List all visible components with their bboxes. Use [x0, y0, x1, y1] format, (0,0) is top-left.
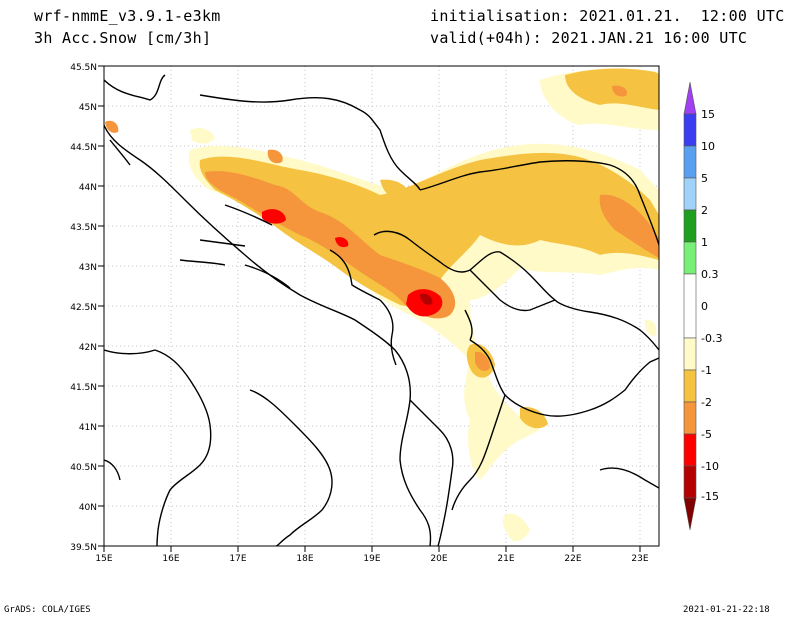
- field-title: 3h Acc.Snow [cm/3h]: [34, 29, 212, 47]
- lon-label: 20E: [430, 554, 447, 564]
- legend-label: 0: [701, 300, 708, 313]
- legend-colorbar: [683, 81, 697, 531]
- lon-label: 22E: [564, 554, 581, 564]
- lat-label: 44N: [79, 183, 97, 193]
- legend-top-arrow: [683, 81, 697, 115]
- legend-swatch: [683, 113, 697, 147]
- lon-label: 18E: [296, 554, 313, 564]
- coastlines-borders: [104, 74, 659, 546]
- legend-label: -5: [701, 428, 712, 441]
- legend-label: -15: [701, 490, 719, 503]
- lon-label: 19E: [363, 554, 380, 564]
- legend-label: -2: [701, 396, 712, 409]
- lon-label: 15E: [95, 554, 112, 564]
- lat-label: 43.5N: [70, 223, 97, 233]
- lat-label: 42N: [79, 343, 97, 353]
- legend-label: 1: [701, 236, 708, 249]
- legend-swatch: [683, 337, 697, 371]
- legend-swatch: [683, 145, 697, 179]
- lat-label: 39.5N: [70, 543, 97, 553]
- legend-swatch: [683, 177, 697, 211]
- init-time: initialisation: 2021.01.21. 12:00 UTC: [430, 7, 785, 25]
- lon-label: 17E: [229, 554, 246, 564]
- map-grid: [104, 66, 659, 546]
- lat-label: 45.5N: [70, 63, 97, 73]
- legend-swatch: [683, 401, 697, 435]
- legend-labels: 15 10 5 2 1 0.3 0 -0.3 -1 -2 -5 -10 -15: [701, 108, 722, 503]
- legend-label: 0.3: [701, 268, 719, 281]
- legend-swatch: [683, 465, 697, 499]
- map-frame: [103, 65, 660, 547]
- legend-label: -1: [701, 364, 712, 377]
- lon-label: 16E: [162, 554, 179, 564]
- lat-label: 40N: [79, 503, 97, 513]
- valid-time: valid(+04h): 2021.JAN.21 16:00 UTC: [430, 29, 748, 47]
- legend-swatch: [683, 241, 697, 275]
- legend-label: 10: [701, 140, 715, 153]
- legend-label: 5: [701, 172, 708, 185]
- legend-swatch: [683, 369, 697, 403]
- lon-labels: 15E 16E 17E 18E 19E 20E 21E 22E 23E: [95, 554, 648, 564]
- lat-label: 45N: [79, 103, 97, 113]
- legend-swatch: [683, 273, 697, 339]
- lat-label: 44.5N: [70, 143, 97, 153]
- lon-label: 23E: [631, 554, 648, 564]
- model-title: wrf-nmmE_v3.9.1-e3km: [34, 7, 221, 25]
- lat-label: 43N: [79, 263, 97, 273]
- legend-swatch: [683, 433, 697, 467]
- lat-label: 41.5N: [70, 383, 97, 393]
- legend-swatch: [683, 209, 697, 243]
- legend-label: -0.3: [701, 332, 722, 345]
- render-timestamp: 2021-01-21-22:18: [683, 605, 770, 615]
- legend-bottom-arrow: [683, 497, 697, 531]
- lon-label: 21E: [497, 554, 514, 564]
- lat-labels: 45.5N 45N 44.5N 44N 43.5N 43N 42.5N 42N …: [70, 63, 97, 553]
- legend-label: 2: [701, 204, 708, 217]
- axis-ticks: [98, 65, 641, 552]
- lat-label: 41N: [79, 423, 97, 433]
- grads-credit: GrADS: COLA/IGES: [4, 605, 91, 615]
- lat-label: 42.5N: [70, 303, 97, 313]
- lat-label: 40.5N: [70, 463, 97, 473]
- snow-shading: [105, 68, 659, 542]
- legend-label: 15: [701, 108, 715, 121]
- legend-label: -10: [701, 460, 719, 473]
